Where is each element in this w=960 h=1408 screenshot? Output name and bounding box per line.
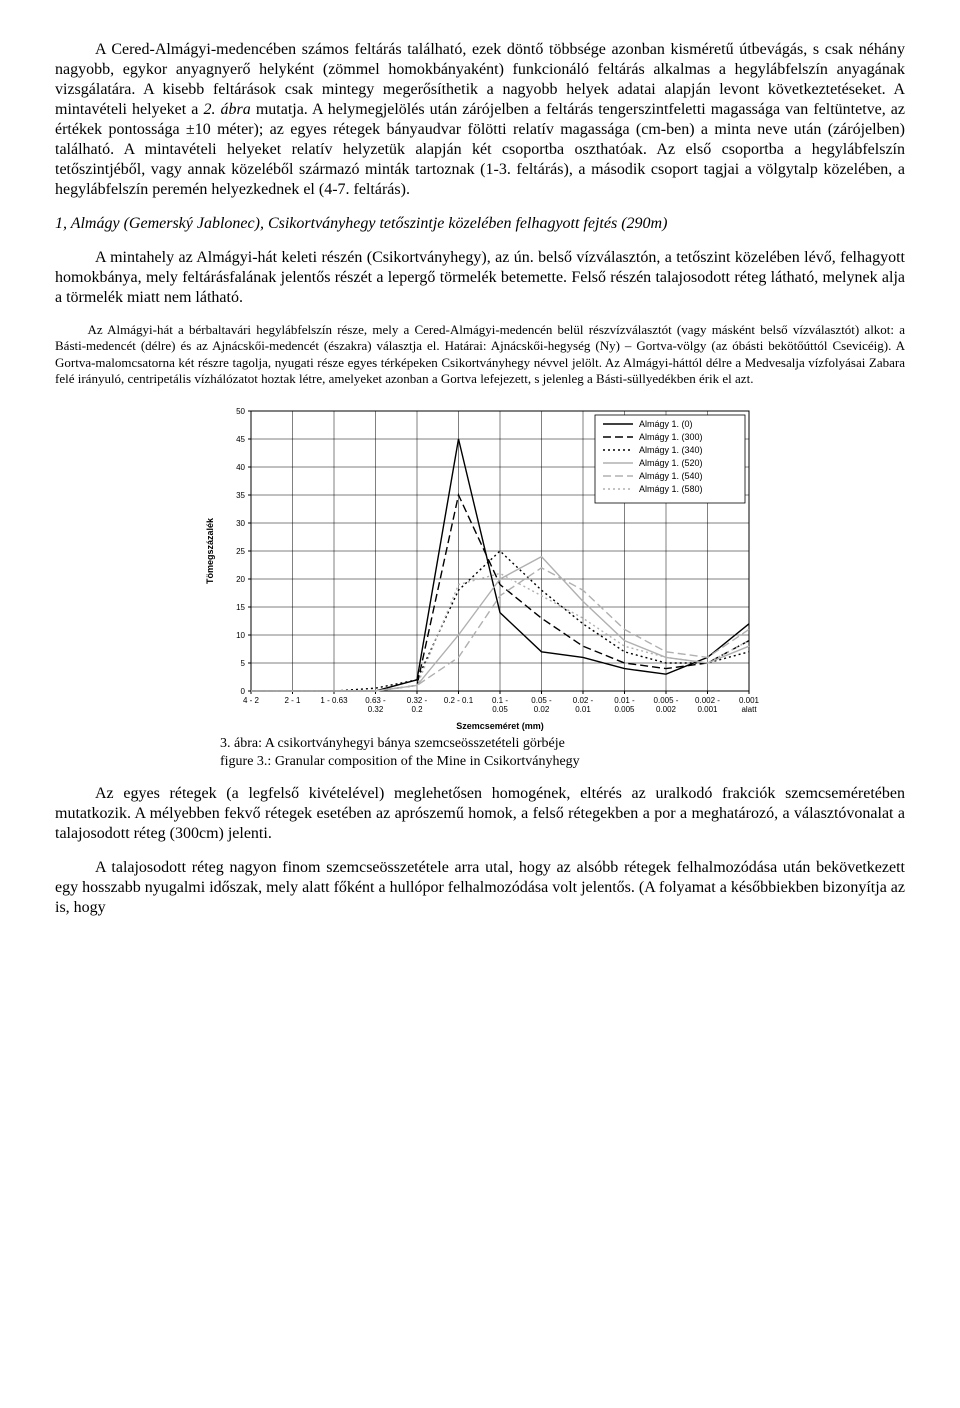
paragraph-2: A mintahely az Almágyi-hát keleti részén… bbox=[55, 248, 905, 308]
svg-text:45: 45 bbox=[236, 435, 245, 444]
svg-text:10: 10 bbox=[236, 631, 245, 640]
svg-text:40: 40 bbox=[236, 463, 245, 472]
paragraph-5: A talajosodott réteg nagyon finom szemcs… bbox=[55, 858, 905, 918]
paragraph-1: A Cered-Almágyi-medencében számos feltár… bbox=[55, 40, 905, 200]
svg-text:0.02: 0.02 bbox=[534, 705, 550, 714]
svg-text:Szemcseméret (mm): Szemcseméret (mm) bbox=[456, 721, 544, 731]
svg-text:50: 50 bbox=[236, 407, 245, 416]
caption-hu: 3. ábra: A csikortványhegyi bánya szemcs… bbox=[220, 735, 800, 753]
svg-text:0.1 -: 0.1 - bbox=[492, 696, 508, 705]
svg-text:0.01: 0.01 bbox=[575, 705, 591, 714]
svg-text:0.32 -: 0.32 - bbox=[407, 696, 428, 705]
svg-text:Tömegszázalék: Tömegszázalék bbox=[205, 517, 215, 584]
figure-caption: 3. ábra: A csikortványhegyi bánya szemcs… bbox=[160, 735, 800, 770]
paragraph-3: Az Almágyi-hát a bérbaltavári hegylábfel… bbox=[55, 322, 905, 387]
svg-text:0.05 -: 0.05 - bbox=[531, 696, 552, 705]
svg-text:0.01 -: 0.01 - bbox=[614, 696, 635, 705]
svg-text:0: 0 bbox=[241, 687, 246, 696]
svg-text:2 - 1: 2 - 1 bbox=[284, 696, 301, 705]
svg-text:0.005 -: 0.005 - bbox=[654, 696, 679, 705]
svg-text:0.2 - 0.1: 0.2 - 0.1 bbox=[444, 696, 474, 705]
svg-text:30: 30 bbox=[236, 519, 245, 528]
grain-size-chart: 0 5 10 15 20 25 30 35 40 45 50 4 - 2 2 - 1 1 - 0.63 0.… bbox=[195, 401, 765, 731]
svg-text:0.05: 0.05 bbox=[492, 705, 508, 714]
caption-en: figure 3.: Granular composition of the M… bbox=[220, 753, 800, 771]
svg-text:Almágy 1. (540): Almágy 1. (540) bbox=[639, 471, 703, 481]
paragraph-4: Az egyes rétegek (a legfelső kivételével… bbox=[55, 784, 905, 844]
svg-text:0.001: 0.001 bbox=[739, 696, 760, 705]
svg-text:Almágy 1. (520): Almágy 1. (520) bbox=[639, 458, 703, 468]
svg-text:15: 15 bbox=[236, 603, 245, 612]
svg-text:25: 25 bbox=[236, 547, 245, 556]
svg-text:Almágy 1. (340): Almágy 1. (340) bbox=[639, 445, 703, 455]
section-heading: 1, Almágy (Gemerský Jablonec), Csikortvá… bbox=[55, 214, 905, 234]
svg-text:5: 5 bbox=[241, 659, 246, 668]
svg-text:0.002 -: 0.002 - bbox=[695, 696, 720, 705]
svg-text:Almágy 1. (0): Almágy 1. (0) bbox=[639, 419, 693, 429]
svg-text:20: 20 bbox=[236, 575, 245, 584]
svg-text:35: 35 bbox=[236, 491, 245, 500]
svg-text:alatt: alatt bbox=[741, 705, 757, 714]
svg-text:0.2: 0.2 bbox=[411, 705, 423, 714]
svg-text:1 - 0.63: 1 - 0.63 bbox=[320, 696, 348, 705]
svg-text:4 - 2: 4 - 2 bbox=[243, 696, 260, 705]
svg-text:0.001: 0.001 bbox=[697, 705, 718, 714]
svg-text:0.32: 0.32 bbox=[368, 705, 384, 714]
svg-text:Almágy 1. (580): Almágy 1. (580) bbox=[639, 484, 703, 494]
svg-text:Almágy 1. (300): Almágy 1. (300) bbox=[639, 432, 703, 442]
svg-text:0.005: 0.005 bbox=[614, 705, 635, 714]
svg-text:0.002: 0.002 bbox=[656, 705, 677, 714]
svg-text:0.63 -: 0.63 - bbox=[365, 696, 386, 705]
svg-text:0.02 -: 0.02 - bbox=[573, 696, 594, 705]
chart-svg: 0 5 10 15 20 25 30 35 40 45 50 4 - 2 2 - 1 1 - 0.63 0.… bbox=[195, 401, 765, 731]
